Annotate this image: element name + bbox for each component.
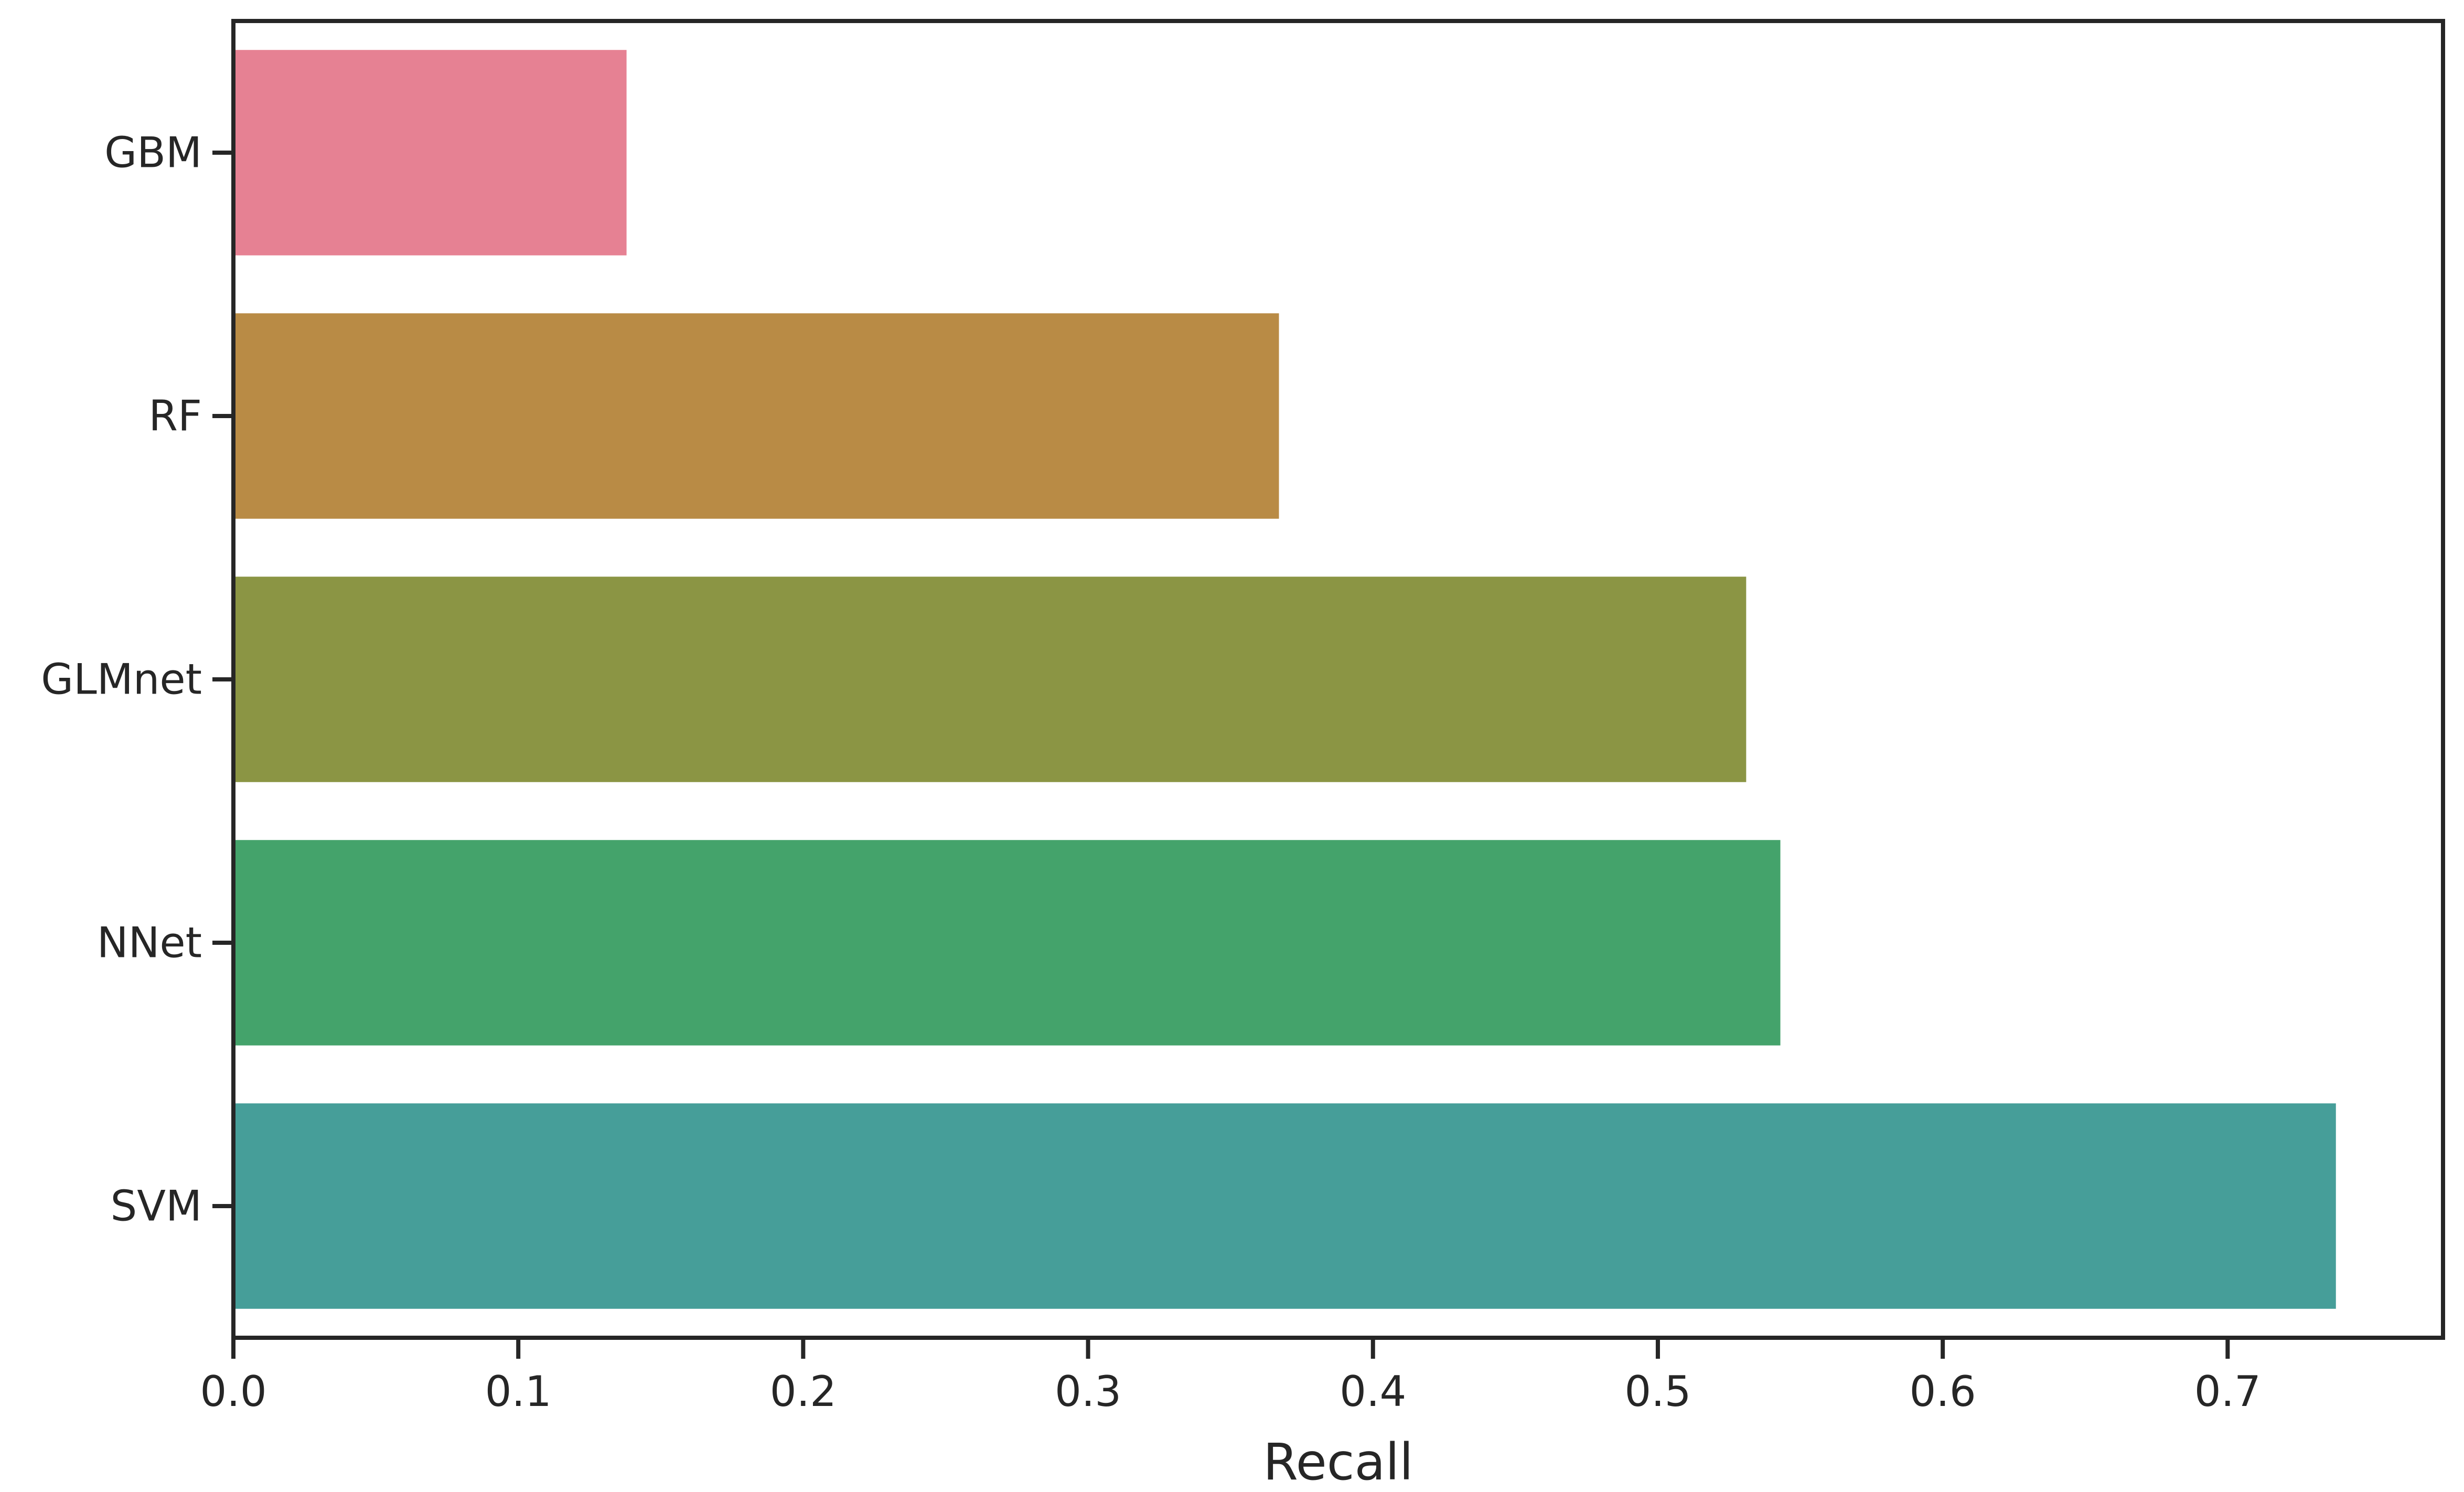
bar-svm	[233, 1103, 2336, 1309]
x-tick-label: 0.1	[485, 1367, 552, 1416]
bar-nnet	[233, 840, 1781, 1046]
y-tick-label-svm: SVM	[110, 1182, 202, 1231]
y-tick-label-glmnet: GLMnet	[41, 655, 202, 704]
x-tick-label: 0.3	[1055, 1367, 1121, 1416]
bar-rf	[233, 313, 1279, 519]
bars-group	[233, 50, 2336, 1309]
x-axis: 0.0 0.1 0.2 0.3 0.4 0.5 0.6 0.7	[200, 1338, 2261, 1416]
x-tick-label: 0.2	[770, 1367, 837, 1416]
y-tick-label-gbm: GBM	[104, 129, 202, 177]
x-tick-label: 0.4	[1340, 1367, 1406, 1416]
x-axis-label: Recall	[1263, 1433, 1413, 1491]
x-tick-label: 0.5	[1624, 1367, 1691, 1416]
bar-glmnet	[233, 577, 1747, 782]
bar-gbm	[233, 50, 627, 255]
y-tick-label-nnet: NNet	[97, 919, 202, 967]
plot-frame	[231, 19, 2445, 1340]
y-tick-label-rf: RF	[148, 392, 202, 441]
x-tick-label: 0.0	[200, 1367, 266, 1416]
y-axis: GBM RF GLMnet NNet SVM	[41, 129, 233, 1231]
x-tick-label: 0.6	[1910, 1367, 1976, 1416]
x-tick-label: 0.7	[2194, 1367, 2261, 1416]
